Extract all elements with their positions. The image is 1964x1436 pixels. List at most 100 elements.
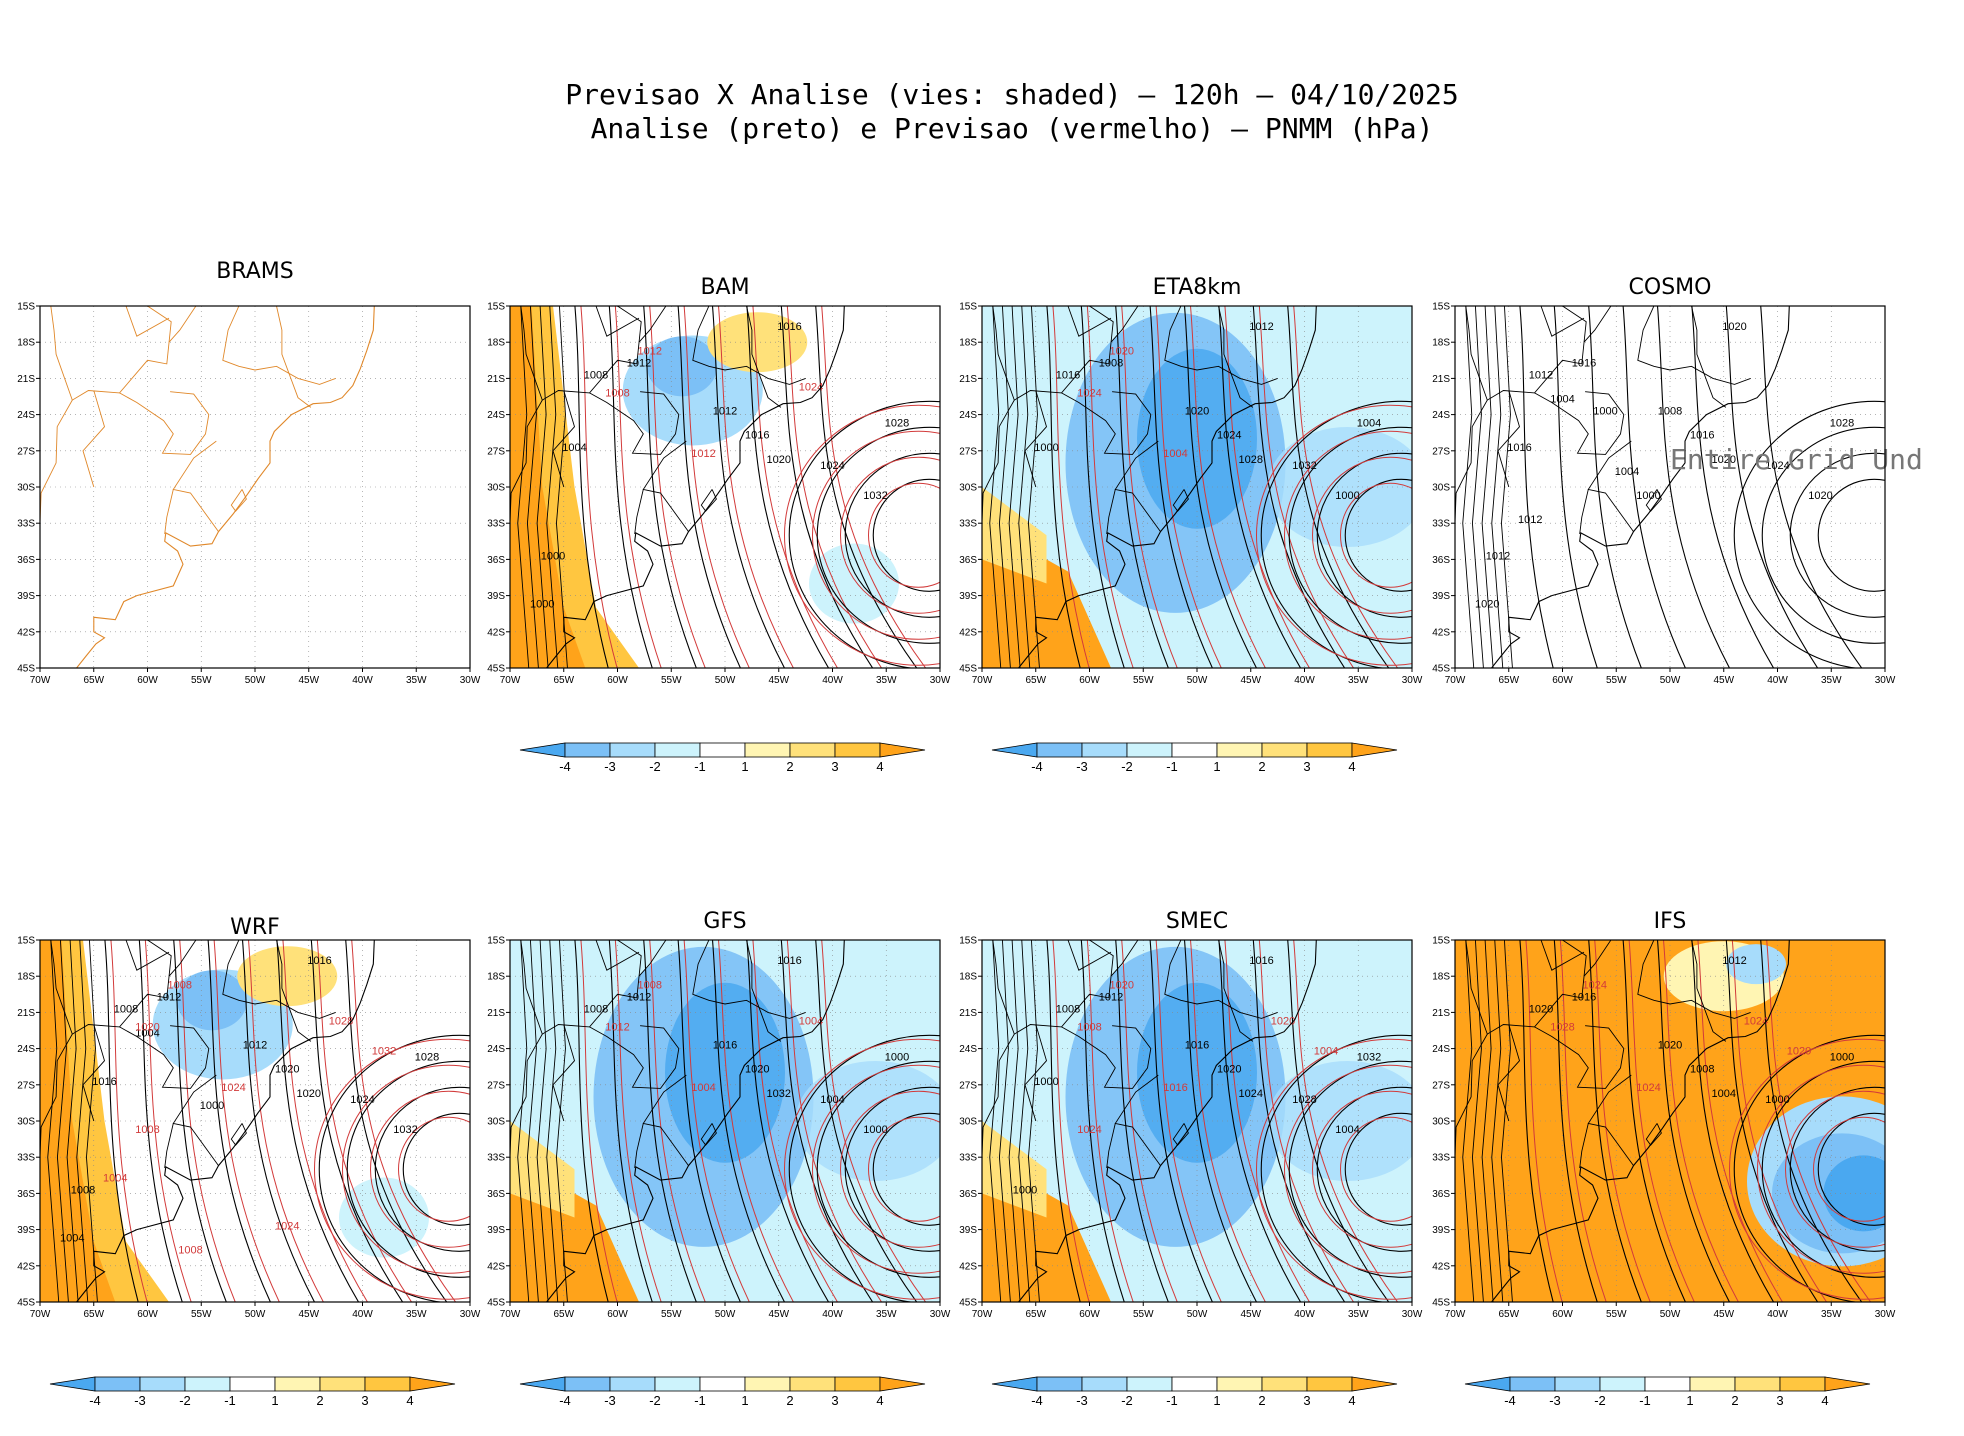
colorbar-label: -3 <box>604 759 616 774</box>
coastline <box>982 940 1317 1302</box>
lat-tick-label: 21S <box>17 374 35 385</box>
lat-tick-label: 36S <box>487 555 505 566</box>
isobar-label-analysis: 1028 <box>885 418 909 430</box>
colorbar-segment <box>654 742 701 758</box>
isobar-andes <box>1027 940 1040 1302</box>
lon-tick-label: 45W <box>1713 1309 1734 1320</box>
isobar-forecast <box>1662 940 1740 1302</box>
lat-tick-label: 15S <box>487 302 505 313</box>
colorbar-arrow-right <box>409 1376 456 1392</box>
isobar-analysis <box>1115 306 1169 668</box>
lon-tick-label: 50W <box>1660 675 1681 686</box>
isobar-andes <box>989 306 1002 668</box>
colorbar-label: 3 <box>831 759 838 774</box>
isobar-forecast <box>1086 306 1134 668</box>
lat-tick-label: 24S <box>17 1044 35 1055</box>
country-border <box>1061 1025 1152 1089</box>
colorbar-segment <box>1306 742 1353 758</box>
isobar-label-analysis: 1004 <box>60 1233 84 1245</box>
colorbar-label: 1 <box>271 1393 278 1408</box>
country-border <box>1465 306 1587 401</box>
colorbar-label: -2 <box>1594 1393 1606 1408</box>
lon-tick-label: 40W <box>352 675 373 686</box>
colorbar-label: -1 <box>694 759 706 774</box>
lat-tick-label: 18S <box>1432 972 1450 983</box>
isobar-label-analysis: 1024 <box>350 1094 374 1106</box>
isobar-andes <box>517 940 530 1302</box>
panel-title: SMEC <box>1166 909 1228 934</box>
lat-tick-label: 30S <box>959 483 977 494</box>
isobar-label-analysis: 1024 <box>1239 1088 1263 1100</box>
colorbar-label: 2 <box>786 759 793 774</box>
lon-tick-label: 35W <box>876 675 897 686</box>
country-border <box>1164 940 1278 1019</box>
isobar-analysis <box>1183 306 1258 668</box>
lat-tick-label: 21S <box>487 1008 505 1019</box>
isobar-label-analysis: 1004 <box>1615 466 1639 478</box>
isobar-label-analysis: 1000 <box>1335 490 1359 502</box>
colorbar-label: -4 <box>89 1393 101 1408</box>
isobar-analysis <box>1149 306 1214 668</box>
colorbar-arrow-left <box>991 742 1038 758</box>
isobar-analysis <box>780 940 874 1302</box>
colorbar-label: 4 <box>1821 1393 1828 1408</box>
colorbar-label: 2 <box>1731 1393 1738 1408</box>
isobar-high-analysis <box>1344 478 1412 592</box>
lon-tick-label: 65W <box>1498 1309 1519 1320</box>
isobar-label-forecast: 1024 <box>799 381 823 393</box>
isobar-analysis <box>345 940 448 1302</box>
isobar-high-analysis <box>346 1060 470 1278</box>
isobar-label-forecast: 1024 <box>1077 1124 1101 1136</box>
colorbar-label: 2 <box>1258 1393 1265 1408</box>
isobar-analysis <box>1656 940 1731 1302</box>
lon-tick-label: 70W <box>972 1309 993 1320</box>
lat-tick-label: 39S <box>1432 591 1450 602</box>
isobar-label-analysis: 1032 <box>863 490 887 502</box>
isobar-label-analysis: 1016 <box>777 955 801 967</box>
colorbar-segment <box>744 1376 791 1392</box>
colorbar-arrow-right <box>1351 1376 1398 1392</box>
isobar-analysis <box>1760 306 1863 668</box>
isobar-high-forecast <box>840 456 940 614</box>
lon-tick-label: 65W <box>553 1309 574 1320</box>
isobar-high-analysis <box>816 426 940 644</box>
isobar-label-forecast: 1012 <box>605 1022 629 1034</box>
isobar-label-analysis: 1016 <box>713 1040 737 1052</box>
lat-tick-label: 18S <box>487 338 505 349</box>
colorbar-segment <box>789 1376 836 1392</box>
isobar-label-analysis: 1016 <box>1572 357 1596 369</box>
map-content: 1020 1016 1012 1008 1016 1020 1024 1028 1020 1016… <box>1455 306 1885 668</box>
lat-tick-label: 24S <box>487 1044 505 1055</box>
isobar-andes <box>1471 940 1484 1302</box>
colorbar-label: -2 <box>1121 759 1133 774</box>
colorbar-segment <box>139 1376 186 1392</box>
isobar-andes <box>1481 940 1494 1302</box>
isobar-analysis <box>1725 940 1819 1302</box>
isobar-high-analysis <box>1316 1086 1412 1252</box>
isobar-high-forecast <box>784 404 940 666</box>
lon-tick-label: 50W <box>1660 1309 1681 1320</box>
map-content <box>40 306 470 668</box>
lon-tick-label: 55W <box>661 1309 682 1320</box>
colorbar-segment <box>1261 1376 1308 1392</box>
isobar-label-analysis: 1000 <box>1013 1184 1037 1196</box>
lon-tick-label: 35W <box>1348 675 1369 686</box>
isobar-andes <box>85 940 98 1302</box>
isobar-andes <box>526 940 539 1302</box>
panel-title: COSMO <box>1629 275 1712 300</box>
isobar-label-analysis: 1020 <box>1722 321 1746 333</box>
lat-tick-label: 33S <box>959 519 977 530</box>
country-border <box>164 1123 174 1169</box>
isobar-andes <box>998 940 1011 1302</box>
colorbar-segment <box>1689 1376 1736 1392</box>
lon-tick-label: 35W <box>406 675 427 686</box>
lon-tick-label: 40W <box>352 1309 373 1320</box>
lon-tick-label: 50W <box>1187 675 1208 686</box>
colorbar-label: 3 <box>361 1393 368 1408</box>
lon-tick-label: 40W <box>1767 675 1788 686</box>
country-border <box>1067 306 1112 337</box>
lagoon <box>700 489 717 512</box>
isobar-label-forecast: 1016 <box>1163 1082 1187 1094</box>
lat-tick-label: 45S <box>17 664 35 675</box>
isobar-label-analysis: 1016 <box>1572 991 1596 1003</box>
